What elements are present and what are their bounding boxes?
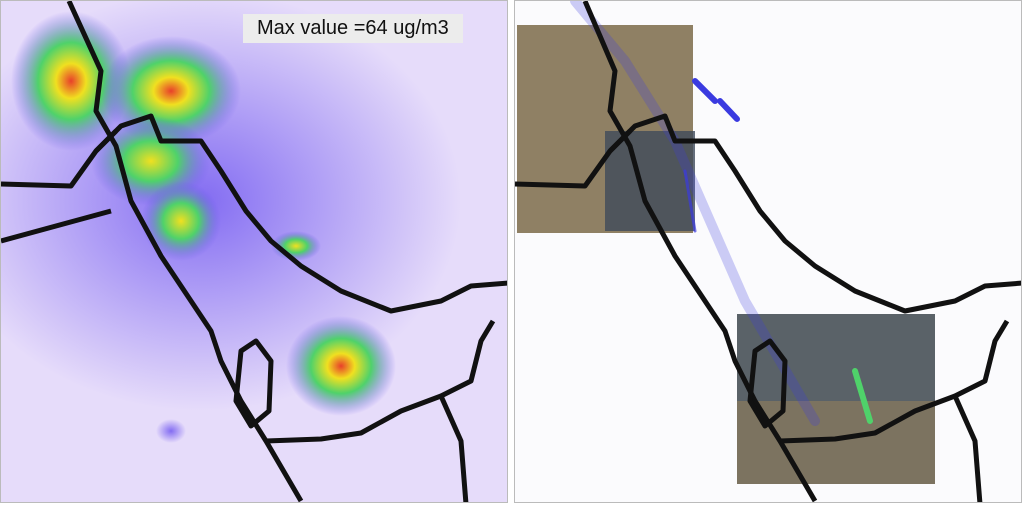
max-value-annotation: Max value =64 ug/m3 [243,14,463,43]
coastline [1,1,507,502]
hotspot [156,419,186,443]
emission-map-left-panel: Max value =64 ug/m3 [0,0,508,503]
concentration-map [1,1,507,502]
hotspot [286,316,396,416]
satellite-overlay-right-panel [514,0,1022,503]
coastline [515,1,1021,502]
satellite-overlay-map [515,1,1021,502]
hotspot [141,181,221,261]
